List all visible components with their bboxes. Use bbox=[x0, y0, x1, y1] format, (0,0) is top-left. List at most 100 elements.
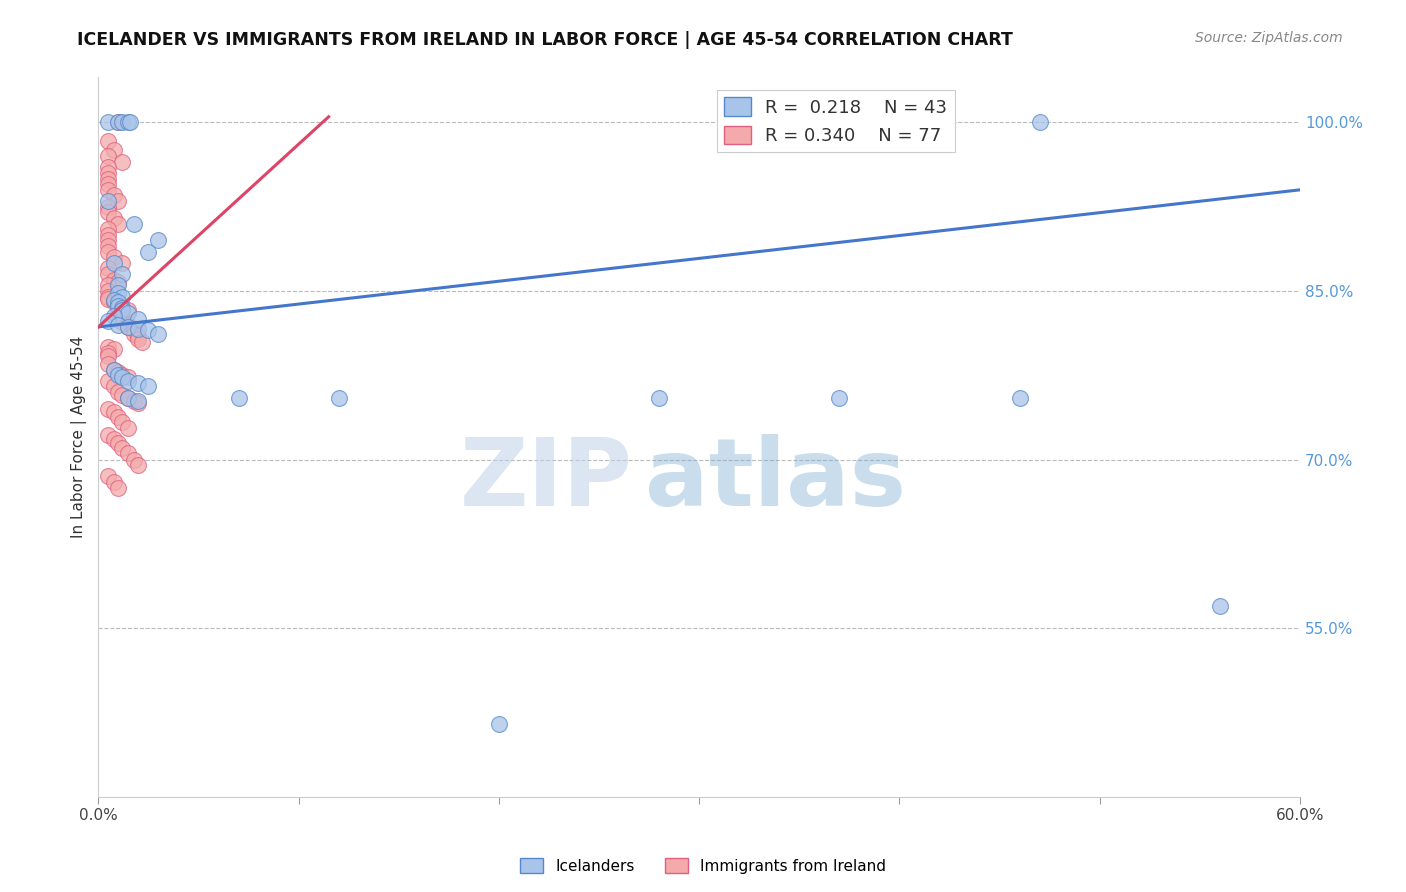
Point bbox=[107, 297, 129, 311]
Point bbox=[103, 144, 125, 158]
Point bbox=[120, 115, 142, 129]
Point bbox=[124, 452, 146, 467]
Point bbox=[103, 362, 125, 376]
Y-axis label: In Labor Force | Age 45-54: In Labor Force | Age 45-54 bbox=[72, 336, 87, 538]
Point bbox=[488, 716, 510, 731]
Point bbox=[138, 323, 160, 337]
Point bbox=[107, 365, 129, 379]
Point bbox=[97, 289, 120, 303]
Point bbox=[103, 293, 125, 307]
Point bbox=[111, 312, 134, 326]
Point bbox=[103, 211, 125, 225]
Point bbox=[97, 205, 120, 219]
Point bbox=[97, 349, 120, 363]
Point bbox=[103, 256, 125, 270]
Point bbox=[97, 183, 120, 197]
Point bbox=[111, 442, 134, 456]
Point bbox=[97, 292, 120, 306]
Point bbox=[117, 421, 139, 435]
Point bbox=[117, 391, 139, 405]
Point bbox=[127, 458, 149, 472]
Point bbox=[97, 278, 120, 293]
Point bbox=[1008, 391, 1031, 405]
Point bbox=[97, 115, 120, 129]
Legend: Icelanders, Immigrants from Ireland: Icelanders, Immigrants from Ireland bbox=[513, 852, 893, 880]
Point bbox=[107, 318, 129, 332]
Point bbox=[111, 315, 134, 329]
Text: ZIP: ZIP bbox=[460, 434, 633, 526]
Point bbox=[111, 301, 134, 315]
Point bbox=[107, 299, 129, 313]
Point bbox=[138, 379, 160, 393]
Point bbox=[111, 154, 134, 169]
Point bbox=[107, 115, 129, 129]
Point bbox=[148, 233, 170, 247]
Point bbox=[97, 340, 120, 354]
Point bbox=[1209, 599, 1232, 613]
Point bbox=[117, 115, 139, 129]
Point bbox=[97, 239, 120, 253]
Point bbox=[828, 391, 851, 405]
Point bbox=[103, 273, 125, 287]
Point bbox=[97, 178, 120, 192]
Point bbox=[103, 295, 125, 310]
Point bbox=[97, 166, 120, 180]
Point bbox=[97, 261, 120, 276]
Point bbox=[1028, 115, 1050, 129]
Point bbox=[124, 323, 146, 337]
Point bbox=[97, 233, 120, 247]
Point bbox=[97, 469, 120, 483]
Point bbox=[107, 368, 129, 383]
Point bbox=[103, 309, 125, 323]
Point bbox=[97, 200, 120, 214]
Point bbox=[117, 320, 139, 334]
Point bbox=[103, 379, 125, 393]
Text: Source: ZipAtlas.com: Source: ZipAtlas.com bbox=[1195, 31, 1343, 45]
Point bbox=[111, 115, 134, 129]
Point bbox=[97, 222, 120, 236]
Point bbox=[111, 303, 134, 318]
Point bbox=[117, 391, 139, 405]
Point bbox=[103, 405, 125, 419]
Point bbox=[127, 312, 149, 326]
Point bbox=[117, 318, 139, 332]
Point bbox=[127, 329, 149, 343]
Point bbox=[97, 135, 120, 149]
Point bbox=[97, 284, 120, 298]
Point bbox=[124, 394, 146, 409]
Point bbox=[127, 376, 149, 391]
Point bbox=[111, 267, 134, 281]
Point bbox=[111, 289, 134, 303]
Point bbox=[127, 394, 149, 409]
Point bbox=[117, 446, 139, 460]
Point bbox=[328, 391, 350, 405]
Point bbox=[107, 385, 129, 400]
Legend: R =  0.218    N = 43, R = 0.340    N = 77: R = 0.218 N = 43, R = 0.340 N = 77 bbox=[717, 90, 955, 153]
Point bbox=[124, 217, 146, 231]
Text: atlas: atlas bbox=[645, 434, 905, 526]
Point bbox=[111, 416, 134, 430]
Point bbox=[107, 286, 129, 301]
Point bbox=[107, 217, 129, 231]
Point bbox=[111, 368, 134, 383]
Point bbox=[97, 194, 120, 208]
Point bbox=[111, 256, 134, 270]
Text: ICELANDER VS IMMIGRANTS FROM IRELAND IN LABOR FORCE | AGE 45-54 CORRELATION CHAR: ICELANDER VS IMMIGRANTS FROM IRELAND IN … bbox=[77, 31, 1014, 49]
Point bbox=[131, 334, 153, 349]
Point bbox=[117, 370, 139, 384]
Point bbox=[107, 435, 129, 450]
Point bbox=[97, 374, 120, 388]
Point bbox=[117, 320, 139, 334]
Point bbox=[107, 306, 129, 320]
Point bbox=[107, 295, 129, 310]
Point bbox=[648, 391, 671, 405]
Point bbox=[111, 370, 134, 384]
Point bbox=[97, 357, 120, 371]
Point bbox=[107, 194, 129, 208]
Point bbox=[97, 267, 120, 281]
Point bbox=[103, 475, 125, 489]
Point bbox=[97, 227, 120, 242]
Point bbox=[111, 388, 134, 402]
Point bbox=[103, 432, 125, 446]
Point bbox=[124, 326, 146, 341]
